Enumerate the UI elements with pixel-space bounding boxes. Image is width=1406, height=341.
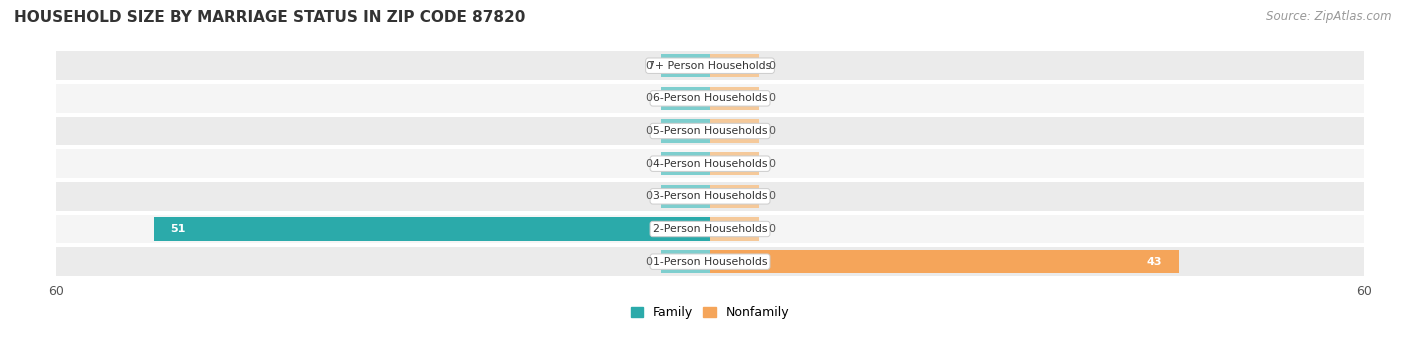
Text: 7+ Person Households: 7+ Person Households: [648, 61, 772, 71]
Text: 0: 0: [645, 191, 652, 201]
Text: 0: 0: [768, 191, 775, 201]
Bar: [710, 217, 759, 241]
Bar: [710, 250, 1178, 273]
Text: 0: 0: [768, 126, 775, 136]
Text: 3-Person Households: 3-Person Households: [652, 191, 768, 201]
Bar: [661, 152, 710, 175]
Text: Source: ZipAtlas.com: Source: ZipAtlas.com: [1267, 10, 1392, 23]
Bar: [56, 182, 1364, 211]
Text: 4-Person Households: 4-Person Households: [652, 159, 768, 169]
Text: 6-Person Households: 6-Person Households: [652, 93, 768, 103]
Text: 43: 43: [1147, 257, 1163, 267]
Bar: [710, 184, 759, 208]
Text: 0: 0: [645, 159, 652, 169]
Text: 0: 0: [645, 126, 652, 136]
Bar: [56, 247, 1364, 276]
Text: 0: 0: [768, 224, 775, 234]
Text: 51: 51: [170, 224, 186, 234]
Text: 0: 0: [768, 61, 775, 71]
Text: 0: 0: [768, 159, 775, 169]
Text: 1-Person Households: 1-Person Households: [652, 257, 768, 267]
Text: HOUSEHOLD SIZE BY MARRIAGE STATUS IN ZIP CODE 87820: HOUSEHOLD SIZE BY MARRIAGE STATUS IN ZIP…: [14, 10, 526, 25]
Bar: [710, 54, 759, 77]
Legend: Family, Nonfamily: Family, Nonfamily: [626, 301, 794, 324]
Bar: [661, 184, 710, 208]
Bar: [56, 214, 1364, 243]
Bar: [56, 51, 1364, 80]
Text: 0: 0: [645, 93, 652, 103]
Text: 5-Person Households: 5-Person Households: [652, 126, 768, 136]
Bar: [710, 119, 759, 143]
Bar: [710, 87, 759, 110]
Bar: [661, 119, 710, 143]
Bar: [661, 87, 710, 110]
Text: 0: 0: [768, 93, 775, 103]
Text: 0: 0: [645, 257, 652, 267]
Bar: [56, 117, 1364, 145]
Bar: [661, 54, 710, 77]
Bar: [661, 250, 710, 273]
Bar: [155, 217, 710, 241]
Text: 0: 0: [645, 61, 652, 71]
Bar: [56, 149, 1364, 178]
Bar: [710, 152, 759, 175]
Text: 2-Person Households: 2-Person Households: [652, 224, 768, 234]
Bar: [56, 84, 1364, 113]
